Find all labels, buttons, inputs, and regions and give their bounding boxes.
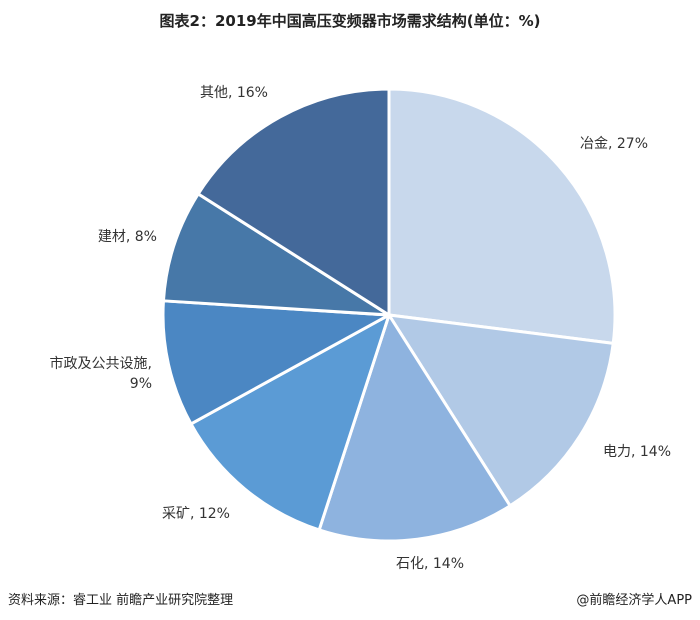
pie-slice-6 — [196, 87, 391, 317]
slice-label-4: 市政及公共设施, 9% — [50, 355, 152, 392]
slice-label-5: 建材, 8% — [98, 229, 157, 245]
pie-slice-2 — [317, 313, 512, 543]
pie-slice-0 — [387, 87, 617, 345]
footer-credit: @前瞻经济学人APP — [576, 593, 692, 608]
footer-source: 资料来源：睿工业 前瞻产业研究院整理 — [8, 593, 234, 608]
pie-slice-1 — [387, 313, 615, 508]
slice-label-1: 电力, 14% — [603, 444, 671, 460]
pie-slice-3 — [189, 313, 391, 532]
slice-label-2: 石化, 14% — [396, 556, 464, 572]
slice-label-0: 冶金, 27% — [580, 136, 648, 152]
slice-label-3: 采矿, 12% — [162, 506, 230, 522]
chart-title: 图表2：2019年中国高压变频器市场需求结构(单位：%) — [159, 12, 541, 30]
pie-slice-5 — [161, 192, 391, 317]
pie-slice-4 — [161, 299, 391, 426]
slice-label-6: 其他, 16% — [200, 85, 268, 101]
